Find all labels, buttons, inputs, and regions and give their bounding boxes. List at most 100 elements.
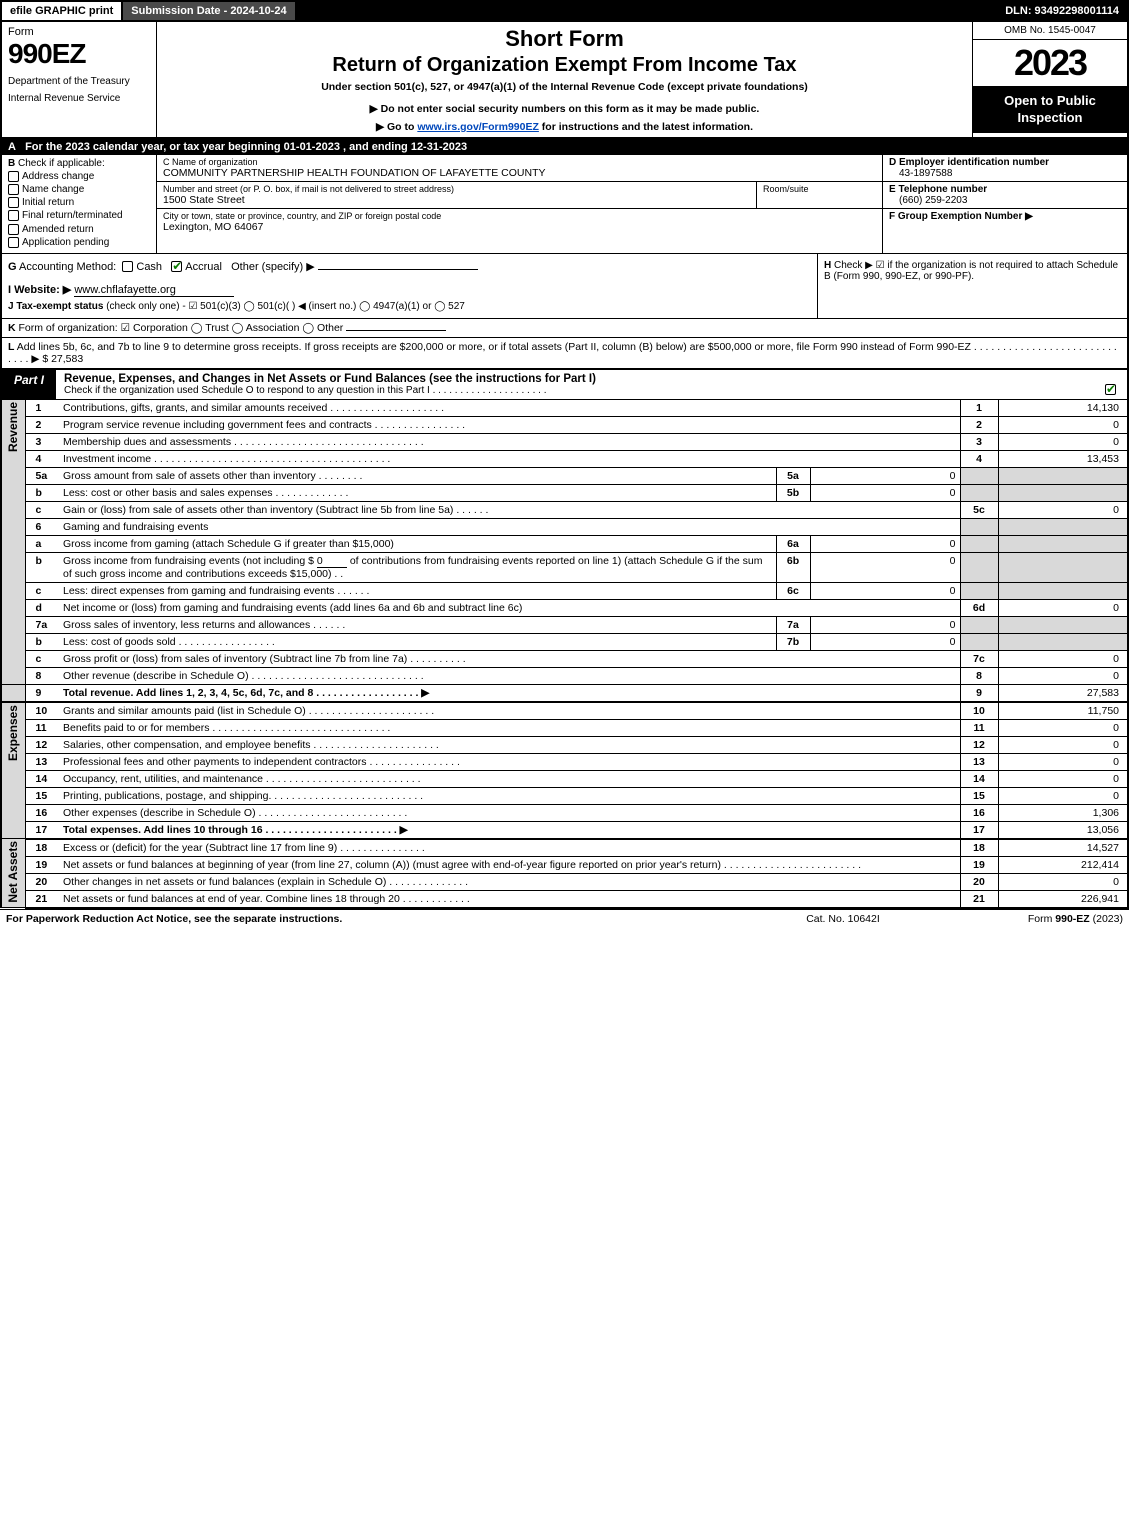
revenue-side-end [1, 684, 25, 702]
section-b-heading: Check if applicable: [18, 158, 105, 169]
section-k-other-line [346, 330, 446, 331]
cb-name-change: Name change [22, 184, 84, 195]
line-17-rn: 17 [960, 821, 998, 839]
cb-address-change: Address change [22, 171, 94, 182]
line-7b-desc: Less: cost of goods sold . . . . . . . .… [59, 633, 776, 650]
line-14-num: 14 [25, 770, 59, 787]
section-h-label: H [824, 260, 831, 271]
efile-text: efile GRAPHIC print [10, 5, 113, 17]
tax-year: 2023 [973, 40, 1127, 87]
checkbox-name-change[interactable] [8, 184, 19, 195]
line-6b-sn: 6b [776, 552, 810, 582]
under-section-text: Under section 501(c), 527, or 4947(a)(1)… [165, 81, 964, 93]
line-20-desc: Other changes in net assets or fund bala… [59, 873, 960, 890]
tax-exempt-label: J Tax-exempt status [8, 301, 103, 312]
line-15-row: 15 Printing, publications, postage, and … [1, 787, 1128, 804]
line-3-num: 3 [25, 433, 59, 450]
line-7a-gray-v [998, 616, 1128, 633]
line-6d-desc: Net income or (loss) from gaming and fun… [59, 599, 960, 616]
line-7c-rn: 7c [960, 650, 998, 667]
goto-link[interactable]: www.irs.gov/Form990EZ [417, 121, 539, 133]
line-6a-desc: Gross income from gaming (attach Schedul… [59, 535, 776, 552]
line-5c-desc: Gain or (loss) from sale of assets other… [59, 501, 960, 518]
line-6a-num: a [25, 535, 59, 552]
checkbox-address-change[interactable] [8, 171, 19, 182]
line-6b-gray-v [998, 552, 1128, 582]
line-7a-row: 7a Gross sales of inventory, less return… [1, 616, 1128, 633]
section-k-text: Form of organization: ☑ Corporation ◯ Tr… [19, 322, 344, 334]
line-2-row: 2 Program service revenue including gove… [1, 416, 1128, 433]
section-def: D Employer identification number 43-1897… [882, 155, 1127, 253]
dept-treasury: Department of the Treasury [8, 76, 150, 87]
part-1-schedule-o-checkbox-wrap [1097, 370, 1127, 399]
line-5a-sv: 0 [810, 467, 960, 484]
line-6c-desc: Less: direct expenses from gaming and fu… [59, 582, 776, 599]
phone-label: E Telephone number [889, 184, 1121, 195]
checkbox-accrual[interactable] [171, 261, 182, 272]
line-5a-desc: Gross amount from sale of assets other t… [59, 467, 776, 484]
line-18-row: Net Assets 18 Excess or (deficit) for th… [1, 839, 1128, 857]
line-19-row: 19 Net assets or fund balances at beginn… [1, 856, 1128, 873]
no-ssn-text: ▶ Do not enter social security numbers o… [165, 103, 964, 115]
section-g-label: G [8, 261, 17, 273]
line-4-desc: Investment income . . . . . . . . . . . … [59, 450, 960, 467]
line-11-desc: Benefits paid to or for members . . . . … [59, 719, 960, 736]
line-6-gray [960, 518, 998, 535]
checkbox-amended-return[interactable] [8, 224, 19, 235]
footer-left: For Paperwork Reduction Act Notice, see … [6, 913, 743, 925]
line-a: A For the 2023 calendar year, or tax yea… [0, 139, 1129, 155]
line-7b-row: b Less: cost of goods sold . . . . . . .… [1, 633, 1128, 650]
line-6a-sv: 0 [810, 535, 960, 552]
line-6-row: 6 Gaming and fundraising events [1, 518, 1128, 535]
line-7a-sv: 0 [810, 616, 960, 633]
line-5b-row: b Less: cost or other basis and sales ex… [1, 484, 1128, 501]
sections-g-h: G Accounting Method: Cash Accrual Other … [0, 254, 1129, 319]
form-word: Form [8, 26, 150, 38]
checkbox-schedule-o[interactable] [1105, 384, 1116, 395]
part-1-title-text: Revenue, Expenses, and Changes in Net As… [64, 373, 596, 385]
line-6d-row: d Net income or (loss) from gaming and f… [1, 599, 1128, 616]
line-21-desc: Net assets or fund balances at end of ye… [59, 890, 960, 908]
line-5c-row: c Gain or (loss) from sale of assets oth… [1, 501, 1128, 518]
line-18-num: 18 [25, 839, 59, 857]
section-h-text: Check ▶ ☑ if the organization is not req… [824, 260, 1118, 282]
org-name: COMMUNITY PARTNERSHIP HEALTH FOUNDATION … [163, 167, 876, 179]
footer-right-post: (2023) [1090, 913, 1123, 925]
line-6a-gray [960, 535, 998, 552]
checkbox-cash[interactable] [122, 261, 133, 272]
accrual-label: Accrual [185, 261, 222, 273]
checkbox-application-pending[interactable] [8, 237, 19, 248]
line-9-row: 9 Total revenue. Add lines 1, 2, 3, 4, 5… [1, 684, 1128, 702]
part-1-header: Part I Revenue, Expenses, and Changes in… [0, 370, 1129, 400]
cb-initial-return: Initial return [22, 197, 74, 208]
line-18-val: 14,527 [998, 839, 1128, 857]
line-8-desc: Other revenue (describe in Schedule O) .… [59, 667, 960, 684]
line-17-val: 13,056 [998, 821, 1128, 839]
checkbox-final-return[interactable] [8, 210, 19, 221]
line-10-val: 11,750 [998, 702, 1128, 720]
footer-right-pre: Form [1028, 913, 1055, 925]
line-6b-desc: Gross income from fundraising events (no… [59, 552, 776, 582]
checkbox-initial-return[interactable] [8, 197, 19, 208]
line-5a-gray-v [998, 467, 1128, 484]
line-20-rn: 20 [960, 873, 998, 890]
line-7b-sv: 0 [810, 633, 960, 650]
footer-cat-no: Cat. No. 10642I [743, 913, 943, 925]
line-7b-gray [960, 633, 998, 650]
goto-post: for instructions and the latest informat… [539, 121, 753, 133]
line-9-rn: 9 [960, 684, 998, 702]
line-5c-rn: 5c [960, 501, 998, 518]
line-8-val: 0 [998, 667, 1128, 684]
line-15-rn: 15 [960, 787, 998, 804]
part-1-table: Revenue 1 Contributions, gifts, grants, … [0, 400, 1129, 909]
line-21-row: 21 Net assets or fund balances at end of… [1, 890, 1128, 908]
line-6b-gray [960, 552, 998, 582]
omb-number: OMB No. 1545-0047 [973, 22, 1127, 40]
line-4-num: 4 [25, 450, 59, 467]
line-6d-rn: 6d [960, 599, 998, 616]
line-6c-sn: 6c [776, 582, 810, 599]
line-1-val: 14,130 [998, 400, 1128, 417]
section-h: H Check ▶ ☑ if the organization is not r… [817, 254, 1127, 318]
ein-value: 43-1897588 [889, 168, 1121, 179]
line-5c-val: 0 [998, 501, 1128, 518]
